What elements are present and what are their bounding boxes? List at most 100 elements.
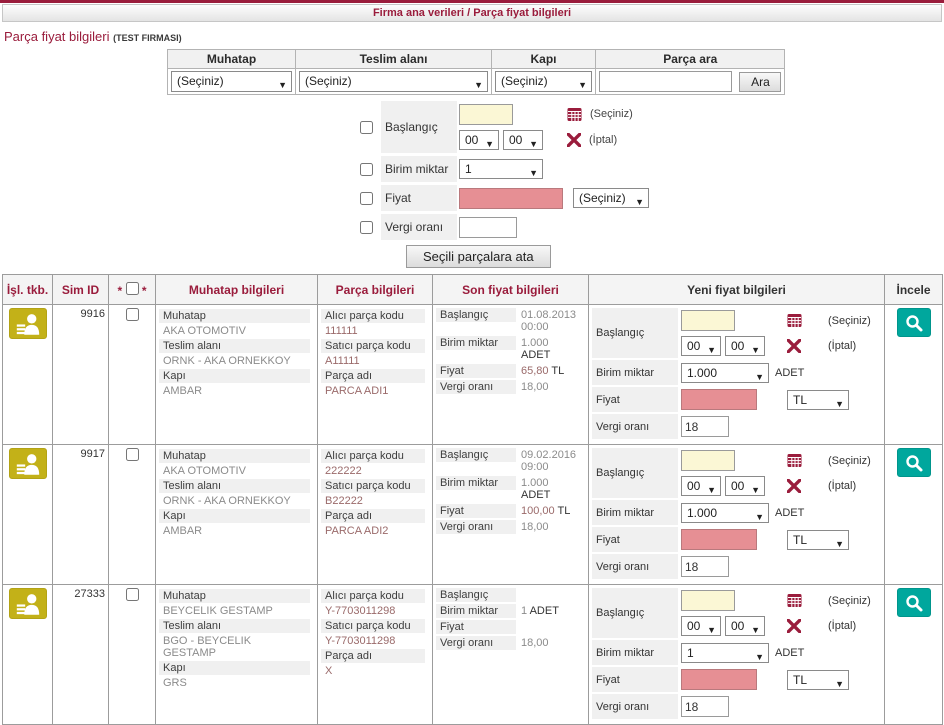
yeni-seciniz-link[interactable]: (Seçiniz) [828, 594, 871, 607]
yeni-hour-select[interactable]: 00 [681, 615, 721, 636]
yeni-hour-select[interactable]: 00 [681, 475, 721, 496]
yeni-minute-select[interactable]: 00 [725, 615, 765, 636]
yeni-hour-select[interactable]: 00 [681, 335, 721, 356]
inspect-button[interactable] [896, 448, 931, 477]
parca-adi-label: Parça adı [321, 649, 425, 663]
birim-miktar-checkbox[interactable] [360, 162, 373, 176]
son-fiyat-value: 65,80 TL [521, 365, 565, 377]
date-iptal-link[interactable]: (İptal) [589, 134, 618, 146]
vergi-orani-checkbox[interactable] [360, 220, 373, 234]
inspect-button[interactable] [896, 308, 931, 337]
yeni-date-input[interactable] [681, 310, 735, 331]
breadcrumb[interactable]: Firma ana verileri / Parça fiyat bilgile… [2, 4, 942, 22]
yeni-minute-select[interactable]: 00 [725, 475, 765, 496]
yeni-date-input[interactable] [681, 590, 735, 611]
yeni-iptal-link[interactable]: (İptal) [828, 479, 857, 492]
kapi-select[interactable]: (Seçiniz) [495, 71, 592, 92]
inspect-button[interactable] [896, 588, 931, 617]
parca-cell: Alıcı parça kodu 111111 Satıcı parça kod… [317, 304, 433, 445]
vergi-orani-input[interactable] [459, 216, 517, 238]
table-row: 27333 Muhatap BEYCELIK GESTAMP Teslim al… [2, 584, 943, 725]
kapi-value: GRS [163, 677, 187, 689]
parca-cell: Alıcı parça kodu Y-7703011298 Satıcı par… [317, 584, 433, 725]
col-header-muhatap-bilgileri[interactable]: Muhatap bilgileri [155, 274, 318, 305]
fiyat-checkbox[interactable] [360, 191, 373, 205]
search-icon [905, 314, 922, 331]
muhatap-field-label: Muhatap [159, 589, 310, 603]
hour-select[interactable]: 00 [459, 130, 499, 150]
muhatap-select[interactable]: (Seçiniz) [171, 71, 292, 92]
calendar-icon[interactable] [787, 593, 802, 608]
calendar-icon[interactable] [787, 313, 802, 328]
person-icon [16, 594, 39, 615]
cancel-icon[interactable] [787, 338, 801, 353]
yeni-birim-select[interactable]: 1.000 [681, 362, 769, 383]
son-birim-value: 1.000 ADET [521, 477, 551, 501]
son-baslangic-label: Başlangıç [436, 588, 516, 602]
yeni-birim-select[interactable]: 1.000 [681, 502, 769, 523]
yeni-vergi-label: Vergi oranı [592, 554, 678, 579]
col-header-parca-bilgileri[interactable]: Parça bilgileri [317, 274, 433, 305]
satici-kodu-label: Satıcı parça kodu [321, 619, 425, 633]
row-select-checkbox[interactable] [125, 588, 139, 601]
calendar-icon[interactable] [787, 453, 802, 468]
baslangic-label: Başlangıç [381, 101, 457, 153]
yeni-seciniz-link[interactable]: (Seçiniz) [828, 314, 871, 327]
yeni-fiyat-label: Fiyat [592, 527, 678, 552]
teslim-field-label: Teslim alanı [159, 619, 310, 633]
calendar-icon[interactable] [567, 107, 582, 122]
person-details-button[interactable] [8, 308, 47, 339]
assign-selected-button[interactable]: Seçili parçalara ata [406, 245, 551, 268]
yeni-currency-select[interactable]: TL [787, 389, 849, 410]
parca-ara-input[interactable] [599, 71, 732, 92]
teslim-alani-select[interactable]: (Seçiniz) [299, 71, 488, 92]
yeni-seciniz-link[interactable]: (Seçiniz) [828, 454, 871, 467]
date-seciniz-link[interactable]: (Seçiniz) [590, 108, 633, 120]
yeni-vergi-input[interactable] [681, 696, 729, 717]
yeni-currency-select[interactable]: TL [787, 529, 849, 550]
muhatap-field-label: Muhatap [159, 309, 310, 323]
col-header-incele: İncele [884, 274, 943, 305]
yeni-vergi-input[interactable] [681, 556, 729, 577]
table-row: 9916 Muhatap AKA OTOMOTIV Teslim alanı O… [2, 304, 943, 445]
ara-button[interactable]: Ara [739, 71, 782, 92]
yeni-iptal-link[interactable]: (İptal) [828, 339, 857, 352]
yeni-birim-unit: ADET [775, 366, 805, 379]
select-all-checkbox[interactable] [125, 281, 139, 295]
person-icon [16, 454, 39, 475]
son-baslangic-value: 09.02.2016 09:00 [516, 448, 581, 474]
row-select-checkbox[interactable] [125, 308, 139, 321]
yeni-minute-select[interactable]: 00 [725, 335, 765, 356]
cancel-icon[interactable] [787, 618, 801, 633]
cancel-icon[interactable] [787, 478, 801, 493]
person-details-button[interactable] [8, 588, 47, 619]
son-birim-value: 1 ADET [521, 605, 559, 617]
parca-adi-label: Parça adı [321, 509, 425, 523]
muhatap-cell: Muhatap AKA OTOMOTIV Teslim alanı ORNK -… [155, 444, 318, 585]
yeni-date-input[interactable] [681, 450, 735, 471]
yeni-fiyat-input[interactable] [681, 389, 757, 410]
teslim-field-label: Teslim alanı [159, 339, 310, 353]
person-details-button[interactable] [8, 448, 47, 479]
minute-select[interactable]: 00 [503, 130, 543, 150]
col-header-isl-tkb[interactable]: İşl. tkb. [2, 274, 53, 305]
fiyat-currency-select[interactable]: (Seçiniz) [573, 188, 649, 208]
fiyat-input[interactable] [459, 187, 563, 209]
filter-header-parca-ara: Parça ara [594, 49, 786, 69]
son-vergi-label: Vergi oranı [436, 520, 516, 534]
yeni-fiyat-input[interactable] [681, 669, 757, 690]
yeni-iptal-link[interactable]: (İptal) [828, 619, 857, 632]
row-select-checkbox[interactable] [125, 448, 139, 461]
filter-header-muhatap: Muhatap [167, 49, 296, 69]
col-header-son-fiyat[interactable]: Son fiyat bilgileri [432, 274, 589, 305]
baslangic-date-input[interactable] [459, 103, 513, 125]
birim-miktar-select[interactable]: 1 [459, 159, 543, 179]
yeni-vergi-input[interactable] [681, 416, 729, 437]
yeni-currency-select[interactable]: TL [787, 669, 849, 690]
yeni-fiyat-input[interactable] [681, 529, 757, 550]
col-header-sim-id[interactable]: Sim ID [52, 274, 109, 305]
cancel-icon[interactable] [567, 133, 581, 147]
alici-kodu-value: 222222 [325, 465, 362, 477]
yeni-birim-select[interactable]: 1 [681, 642, 769, 663]
baslangic-checkbox[interactable] [360, 120, 373, 134]
